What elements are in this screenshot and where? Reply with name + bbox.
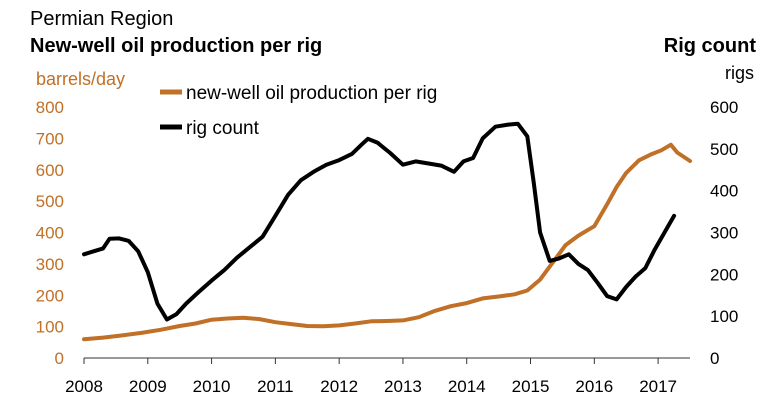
x-tick-label: 2011 [257,377,294,396]
left-axis-unit: barrels/day [36,69,126,89]
left-tick-label: 700 [36,129,64,148]
right-tick-label: 600 [710,98,738,117]
left-tick-label: 300 [36,255,64,274]
chart-title: New-well oil production per rig [30,35,323,57]
left-tick-label: 800 [36,98,64,117]
right-tick-label: 100 [710,307,738,326]
left-tick-label: 100 [36,318,64,337]
series-layer [82,121,692,342]
right-tick-label: 0 [710,349,719,368]
x-tick-label: 2015 [512,377,550,396]
left-tick-label: 500 [36,192,64,211]
right-axis-ticks: 0 100 200 300 400 500 600 [710,98,738,368]
x-axis-ticks: 2008 2009 2010 2011 2012 2013 2014 2015 2016 2017 [65,358,677,396]
left-tick-label: 600 [36,161,64,180]
x-tick-label: 2017 [639,377,677,396]
x-tick-label: 2009 [129,377,167,396]
region-label: Permian Region [30,8,174,30]
x-tick-label: 2014 [448,377,486,396]
left-tick-label: 0 [55,349,64,368]
x-tick-label: 2008 [65,377,103,396]
legend-label: new-well oil production per rig [186,83,437,104]
right-axis-title: Rig count [663,35,756,57]
rig-count-line [82,121,677,322]
x-tick-label: 2016 [575,377,613,396]
right-axis-unit: rigs [724,63,754,83]
right-tick-label: 200 [710,265,738,284]
legend-label: rig count [186,118,260,139]
right-tick-label: 300 [710,224,738,243]
right-tick-label: 400 [710,182,738,201]
legend: new-well oil production per rig rig count [160,83,437,139]
left-tick-label: 400 [36,224,64,243]
x-tick-label: 2010 [193,377,231,396]
x-tick-label: 2013 [384,377,422,396]
production-per-rig-line [82,142,692,342]
right-tick-label: 500 [710,140,738,159]
x-tick-label: 2012 [320,377,358,396]
left-axis-ticks: 0 100 200 300 400 500 600 700 800 [36,98,64,368]
left-tick-label: 200 [36,286,64,305]
